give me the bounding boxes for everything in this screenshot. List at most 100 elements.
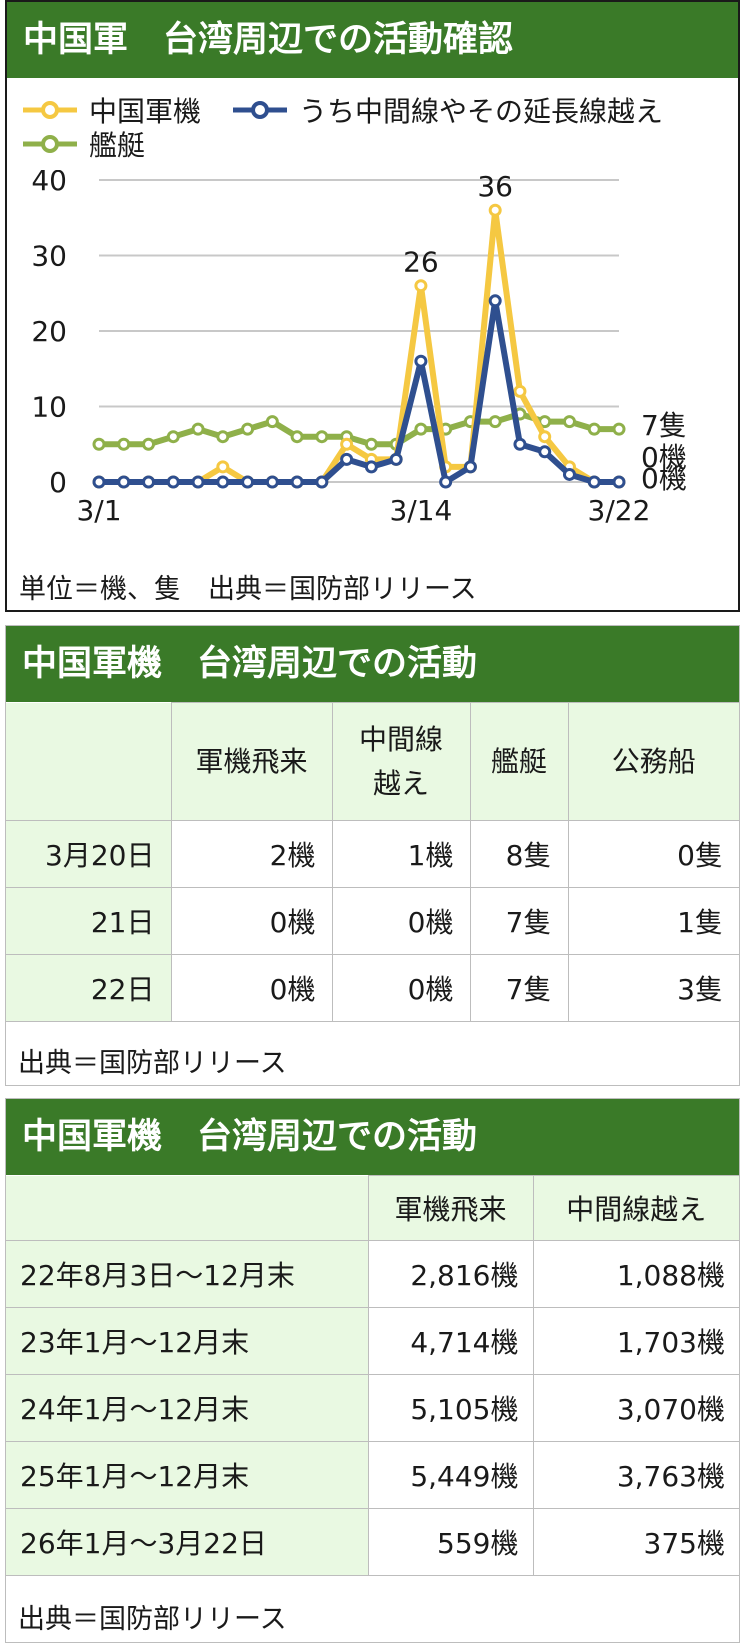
x-tick-label: 3/1 [76,494,121,527]
data-point [142,437,156,451]
data-point [265,475,279,489]
data-point [414,354,428,368]
data-point [587,422,601,436]
row-label: 22日 [6,954,172,1022]
table-row: 22日 0機 0機 7隻 3隻 [6,954,739,1022]
data-point [117,475,131,489]
table-cell: 1,703機 [532,1307,739,1375]
data-point [241,422,255,436]
row-label: 23年1月～12月末 [6,1307,369,1375]
table-row: 24年1月～12月末 5,105機 3,070機 [6,1374,739,1442]
table-cell: 2機 [170,820,333,888]
table-cell: 0隻 [567,820,739,888]
data-point [414,422,428,436]
data-point [340,452,354,466]
data-point [538,445,552,459]
data-point [439,475,453,489]
data-point [290,475,304,489]
data-point [290,430,304,444]
table-cell: 4,714機 [367,1307,534,1375]
x-tick-label: 3/22 [588,494,651,527]
data-point [612,422,626,436]
series-line [99,297,619,485]
data-point [117,437,131,451]
daily-table-source-note: 出典＝国防部リリース [18,1048,287,1079]
daily-table: 軍機飛来 中間線 越え 艦艇 公務船 3月20日 2機 1機 8隻 0隻 21日… [6,702,739,1022]
table-cell: 7隻 [469,887,569,955]
header-cell-vessels: 艦艇 [469,702,569,821]
row-label: 3月20日 [6,820,172,888]
row-label: 21日 [6,887,172,955]
end-label: 7隻 [641,409,687,442]
data-point [166,475,180,489]
data-point [265,415,279,429]
table-cell: 0機 [331,887,471,955]
y-tick-label: 40 [31,170,67,197]
y-tick-label: 20 [31,315,67,348]
legend-item-vessels: 艦艇 [23,124,145,164]
y-tick-label: 30 [31,240,67,273]
data-point [216,430,230,444]
legend-item-aircraft: 中国軍機 [23,90,201,130]
header-cell-blank [6,702,172,821]
data-point [191,422,205,436]
table-cell: 5,449機 [367,1441,534,1509]
legend-label-aircraft: 中国軍機 [89,95,202,128]
data-label: 26 [403,246,439,279]
data-point [142,475,156,489]
table-cell: 0機 [331,954,471,1022]
table-cell: 8隻 [469,820,569,888]
data-point [241,475,255,489]
chart-panel: 中国軍 台湾周辺での活動確認 中国軍機 うち中間線やその延長線越え 艦艇 0 10… [5,0,740,612]
table-header-row: 軍機飛来 中間線 越え 艦艇 公務船 [6,702,739,821]
table-row: 26年1月～3月22日 559機 375機 [6,1508,739,1576]
daily-table-title: 中国軍機 台湾周辺での活動 [6,626,739,702]
data-point [513,384,527,398]
table-header-row: 軍機飛来 中間線越え [6,1175,739,1241]
table-cell: 3,070機 [532,1374,739,1442]
data-point [315,475,329,489]
table-row: 21日 0機 0機 7隻 1隻 [6,887,739,955]
data-point [92,437,106,451]
data-label: 36 [477,170,513,203]
legend-label-vessels: 艦艇 [89,129,146,162]
data-point [389,452,403,466]
header-cell-median: 中間線越え [532,1175,739,1241]
daily-table-panel: 中国軍機 台湾周辺での活動 軍機飛来 中間線 越え 艦艇 公務船 3月20日 2… [5,625,740,1086]
legend-item-median-line: うち中間線やその延長線越え [233,90,663,130]
annual-table-title: 中国軍機 台湾周辺での活動 [6,1099,739,1175]
end-label: 0機 [641,462,687,495]
annual-table: 軍機飛来 中間線越え 22年8月3日～12月末 2,816機 1,088機 23… [6,1175,739,1576]
header-cell-official-ships: 公務船 [567,702,739,821]
data-point [488,294,502,308]
data-point [166,430,180,444]
header-cell-blank [6,1175,369,1241]
data-point [488,415,502,429]
table-cell: 5,105機 [367,1374,534,1442]
header-cell-flights: 軍機飛来 [170,702,333,821]
header-cell-median: 中間線 越え [331,702,471,821]
row-label: 26年1月～3月22日 [6,1508,369,1576]
data-point [92,475,106,489]
chart-title: 中国軍 台湾周辺での活動確認 [7,2,738,78]
table-cell: 2,816機 [367,1240,534,1308]
data-point [612,475,626,489]
table-cell: 1,088機 [532,1240,739,1308]
table-cell: 1隻 [567,887,739,955]
data-point [364,460,378,474]
legend-label-median-line: うち中間線やその延長線越え [299,95,664,128]
x-tick-label: 3/14 [389,494,452,527]
data-point [191,475,205,489]
y-tick-label: 0 [49,466,67,499]
data-point [216,475,230,489]
table-cell: 0機 [170,887,333,955]
table-cell: 375機 [532,1508,739,1576]
chart-source-note: 単位＝機、隻 出典＝国防部リリース [19,574,477,605]
data-point [562,467,576,481]
data-point [315,430,329,444]
data-point [513,437,527,451]
table-cell: 7隻 [469,954,569,1022]
table-cell: 3隻 [567,954,739,1022]
table-cell: 3,763機 [532,1441,739,1509]
y-tick-label: 10 [31,391,67,424]
